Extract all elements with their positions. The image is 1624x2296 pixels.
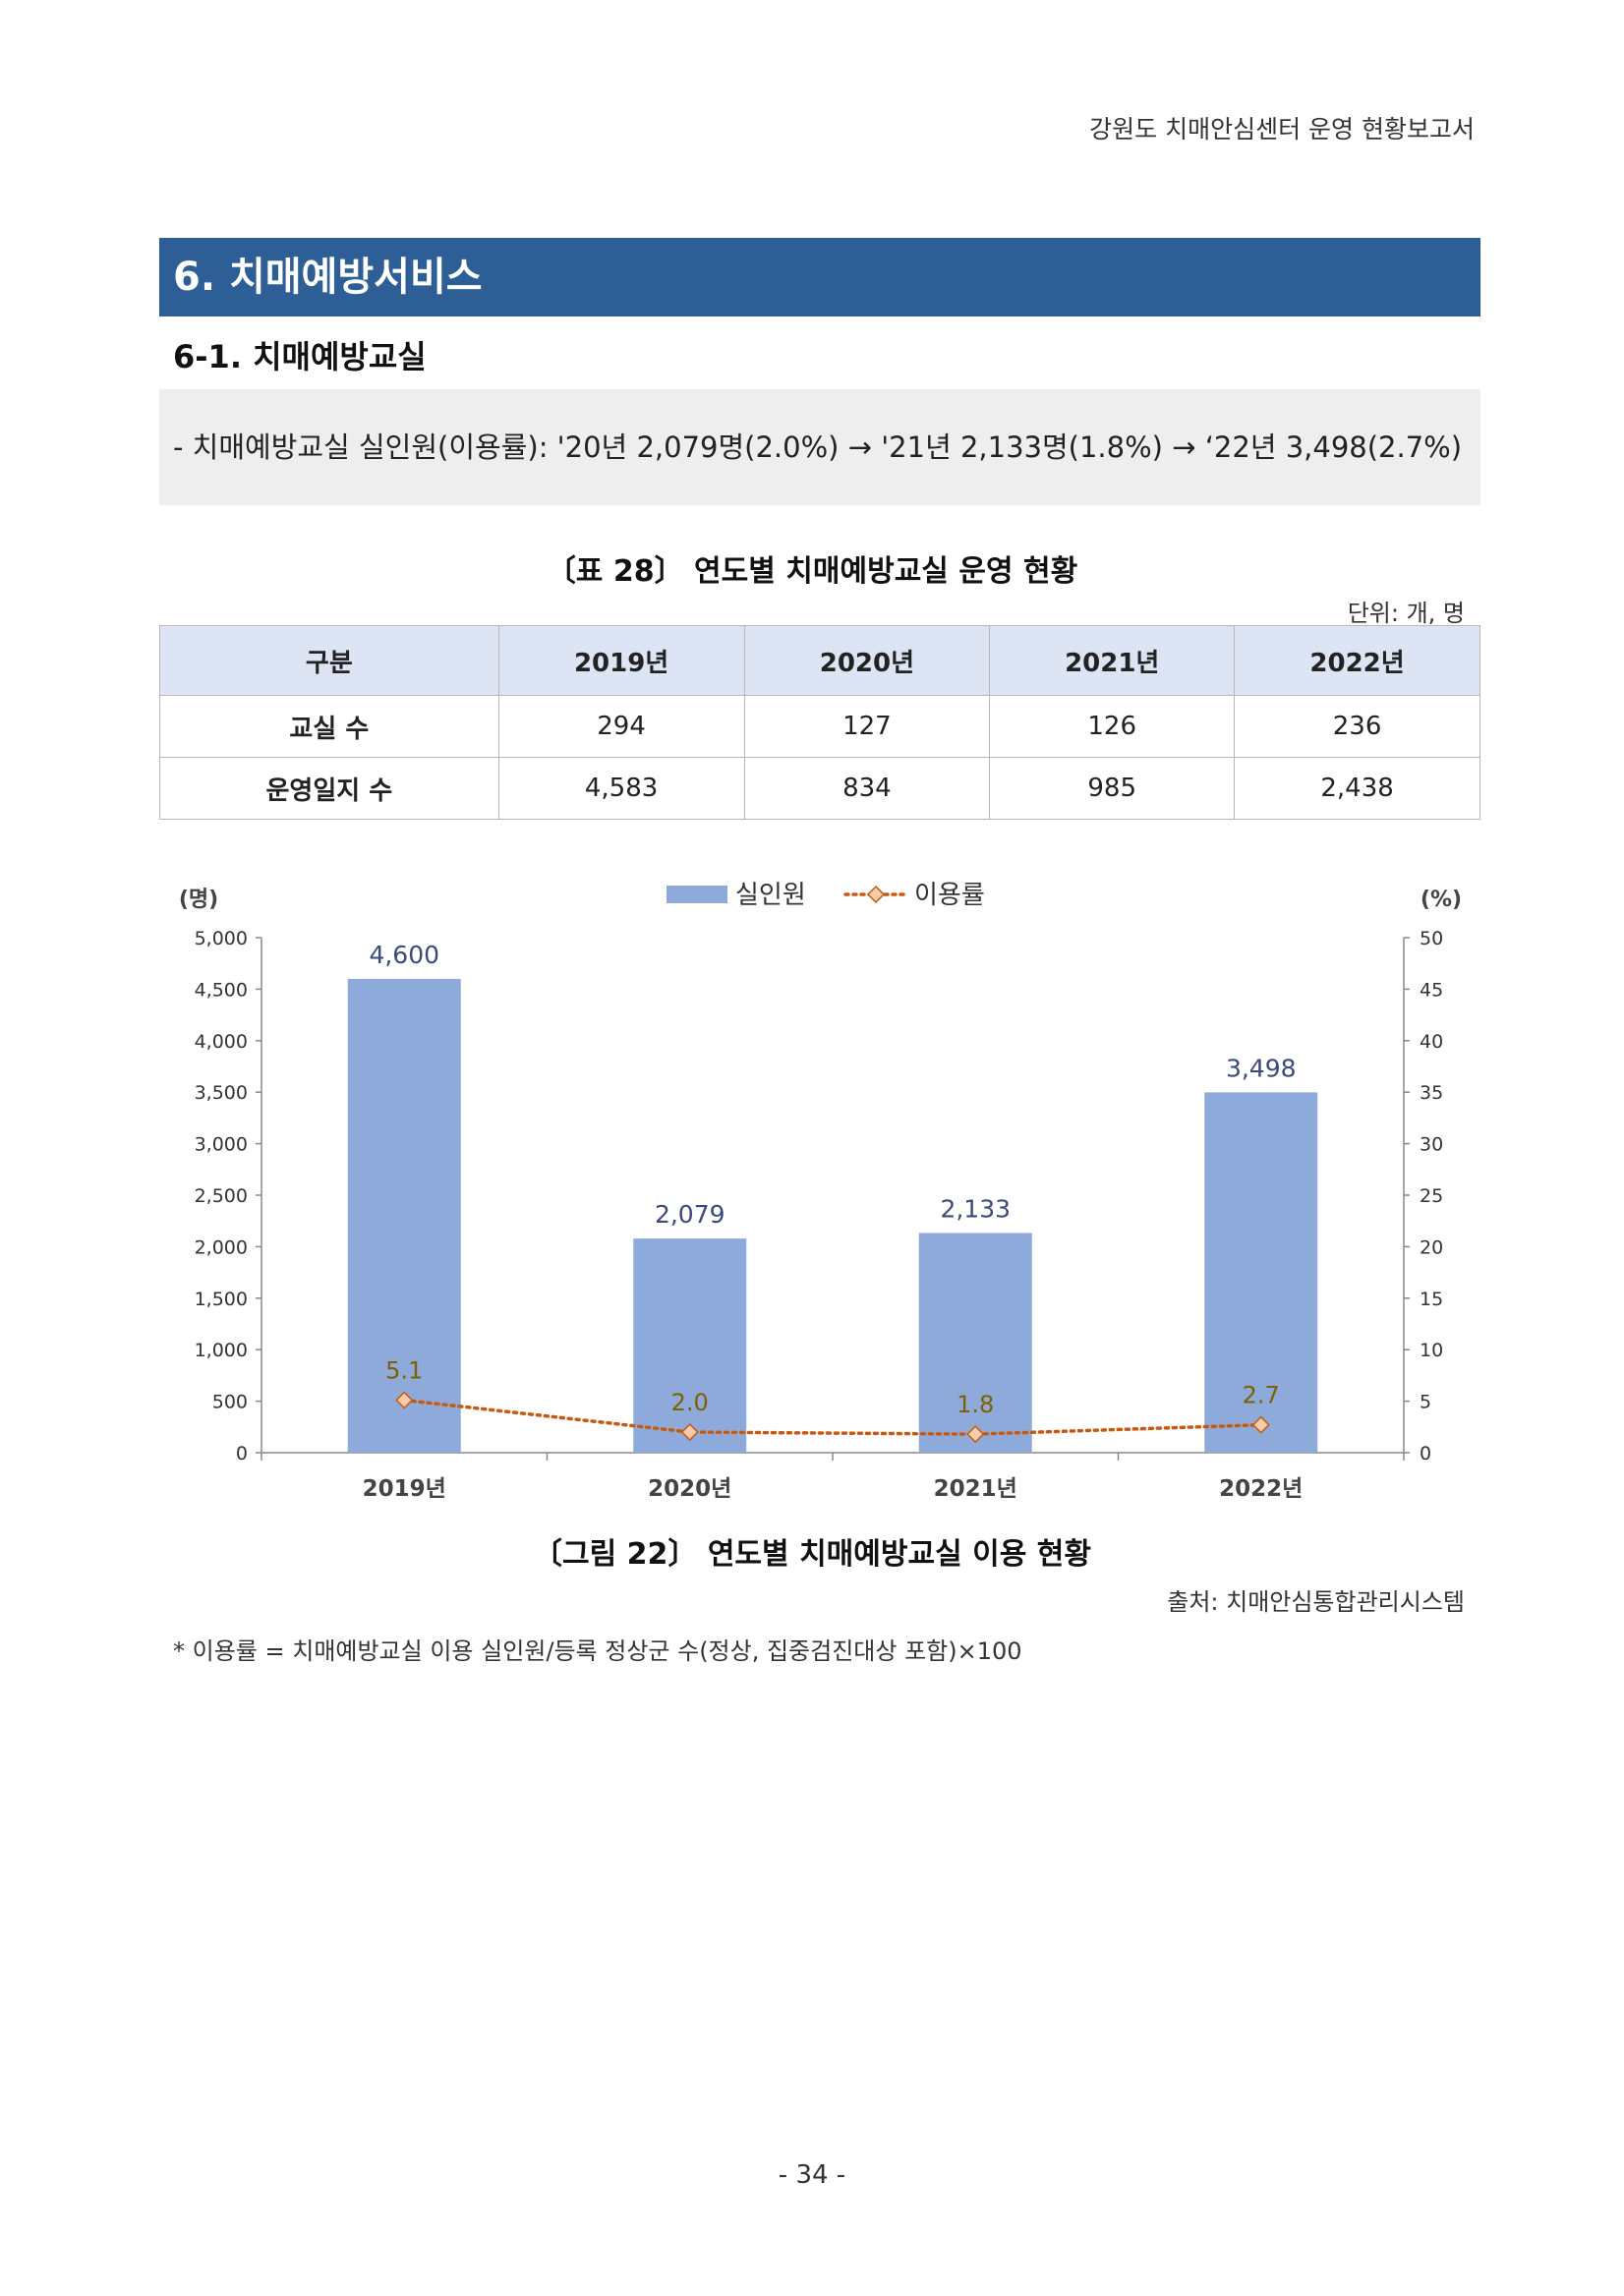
left-tick-label: 3,500 [195,1082,248,1104]
rate-point-2020년 [680,1422,699,1442]
report-title: 강원도 치매안심센터 운영 현황보고서 [1089,115,1475,144]
x-tick-label: 2019년 [363,1476,446,1502]
legend-bar-label: 실인원 [735,881,806,910]
left-tick-label: 1,500 [195,1289,248,1310]
right-tick-label: 35 [1420,1082,1443,1104]
header-category: 구분 [159,625,499,696]
header-2020: 2020년 [743,625,991,696]
rate-point-2021년 [966,1425,985,1444]
table-cell: 4,583 [497,757,745,820]
bar-value-label: 2,079 [655,1200,725,1229]
rate-value-label: 5.1 [385,1357,423,1385]
bar-2022년 [1204,1092,1318,1453]
table-unit: 단위: 개, 명 [1347,600,1465,627]
right-tick-label: 40 [1420,1031,1443,1053]
left-tick-label: 4,000 [195,1031,248,1053]
rate-point-2022년 [1251,1415,1270,1434]
table-header-row: 구분 2019년 2020년 2021년 2022년 [159,625,1480,696]
summary-box: - 치매예방교실 실인원(이용률): '20년 2,079명(2.0%) → '… [159,389,1480,505]
left-tick-label: 5,000 [195,928,248,949]
rate-point-2019년 [395,1391,414,1409]
table-cell: 126 [989,695,1236,758]
table-cell: 834 [743,757,991,820]
right-tick-label: 15 [1420,1289,1443,1310]
bar-value-label: 3,498 [1226,1054,1297,1082]
combo-chart: 05001,0001,5002,0002,5003,0003,5004,0004… [179,881,1462,1502]
rate-value-label: 2.0 [671,1389,709,1416]
right-axis-label: (%) [1421,888,1462,912]
left-axis-label: (명) [179,888,218,912]
rate-value-label: 1.8 [957,1391,994,1418]
table-cell: 127 [743,695,991,758]
left-tick-label: 2,500 [195,1185,248,1207]
right-tick-label: 5 [1420,1392,1431,1413]
header-2021: 2021년 [989,625,1236,696]
right-tick-label: 10 [1420,1340,1443,1361]
rate-line [402,1398,1263,1436]
classroom-table: 구분 2019년 2020년 2021년 2022년 교실 수 294 127 … [159,625,1480,820]
bar-2020년 [633,1238,747,1453]
left-tick-label: 0 [236,1443,248,1464]
bar-2021년 [918,1233,1032,1453]
right-tick-label: 50 [1420,928,1443,949]
table-row: 운영일지 수 4,583 834 985 2,438 [159,757,1480,820]
section-title: 6. 치매예방서비스 [159,238,1480,316]
right-tick-label: 20 [1420,1236,1443,1258]
rate-value-label: 2.7 [1243,1382,1280,1409]
header-2022: 2022년 [1234,625,1480,696]
legend-line-label: 이용률 [914,881,985,910]
bar-value-label: 2,133 [940,1194,1011,1223]
table-caption: 〔표 28〕 연도별 치매예방교실 운영 현황 [546,554,1078,589]
subsection-title: 6-1. 치매예방교실 [173,338,427,375]
bar-2019년 [347,978,461,1453]
table-cell: 2,438 [1234,757,1480,820]
table-cell: 236 [1234,695,1480,758]
right-tick-label: 45 [1420,979,1443,1001]
left-tick-label: 3,000 [195,1134,248,1156]
left-tick-label: 4,500 [195,979,248,1001]
figure-source: 출처: 치매안심통합관리시스템 [1167,1588,1465,1616]
table-cell: 985 [989,757,1236,820]
chart-container: 0 500 1,000 1,500 2,000 2,500 3,000 3,500 4,000 4… [159,855,1480,1504]
right-tick-label: 0 [1420,1443,1431,1464]
row-label: 교실 수 [159,695,499,758]
figure-caption: 〔그림 22〕 연도별 치매예방교실 이용 현황 [533,1537,1091,1572]
x-tick-label: 2021년 [934,1476,1017,1502]
footnote: * 이용률 = 치매예방교실 이용 실인원/등록 정상군 수(정상, 집중검진대… [173,1637,1022,1665]
header-2019: 2019년 [497,625,745,696]
row-label: 운영일지 수 [159,757,499,820]
bar-value-label: 4,600 [369,941,439,969]
right-tick-label: 25 [1420,1185,1443,1207]
x-tick-label: 2020년 [648,1476,731,1502]
x-tick-label: 2022년 [1219,1476,1303,1502]
left-tick-label: 500 [212,1392,248,1413]
legend-bar-swatch [667,886,727,903]
table-cell: 294 [497,695,745,758]
left-tick-label: 1,000 [195,1340,248,1361]
summary-text: - 치매예방교실 실인원(이용률): '20년 2,079명(2.0%) → '… [173,430,1463,464]
legend-line-marker [866,885,886,904]
left-tick-label: 2,000 [195,1236,248,1258]
page-number: - 34 - [778,2160,846,2190]
right-tick-label: 30 [1420,1134,1443,1156]
table-row: 교실 수 294 127 126 236 [159,695,1480,758]
